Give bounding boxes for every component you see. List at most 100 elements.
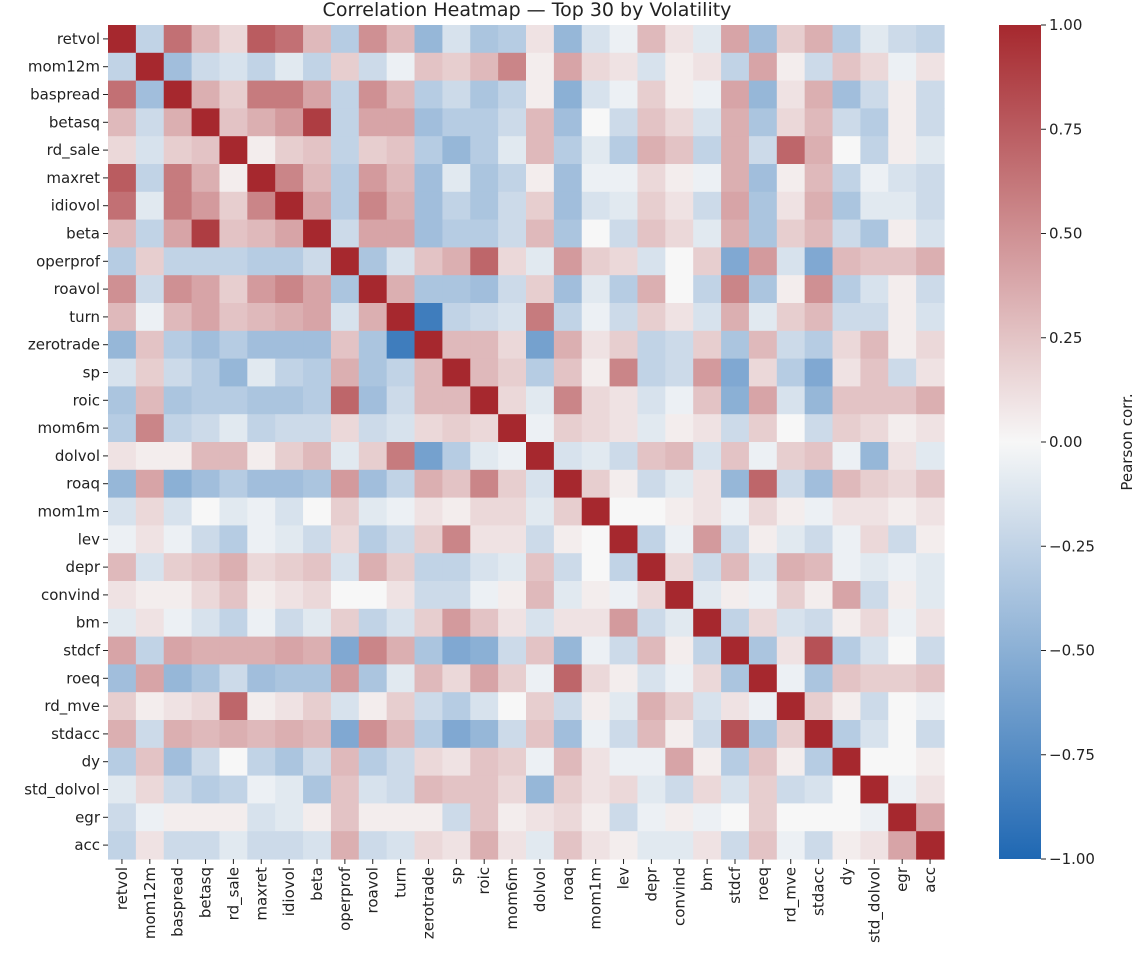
heatmap-cell-mom6m-rd_mve	[776, 414, 806, 443]
heatmap-cell-retvol-convind	[665, 25, 694, 54]
heatmap-cell-roaq-retvol	[108, 469, 137, 499]
heatmap-cell-roavol-maxret	[247, 275, 276, 304]
heatmap-cell-acc-convind	[665, 831, 694, 860]
heatmap-cell-egr-operprof	[330, 803, 360, 832]
heatmap-cell-rd_mve-dolvol	[526, 692, 555, 721]
heatmap-cell-roeq-convind	[665, 664, 694, 693]
heatmap-cell-dy-mom1m	[581, 747, 611, 777]
heatmap-cell-roeq-dy	[832, 664, 861, 693]
heatmap-cell-operprof-roic	[470, 247, 499, 276]
heatmap-cell-baspread-zerotrade	[414, 80, 443, 109]
heatmap-cell-roavol-mom6m	[498, 275, 527, 304]
heatmap-cell-sp-retvol	[108, 358, 137, 387]
heatmap-cell-dolvol-dy	[832, 442, 861, 471]
heatmap-cell-depr-beta	[303, 553, 332, 582]
heatmap-cell-acc-operprof	[330, 831, 360, 860]
heatmap-cell-bm-beta	[303, 608, 332, 638]
heatmap-cell-dy-stdcf	[721, 747, 750, 777]
heatmap-cell-sp-dy	[832, 358, 861, 387]
heatmap-cell-acc-roavol	[358, 831, 388, 860]
heatmap-cell-idiovol-maxret	[247, 191, 276, 221]
x-tick-label-roic: roic	[475, 867, 493, 894]
heatmap-cell-bm-zerotrade	[414, 608, 443, 638]
heatmap-cell-std_dolvol-bm	[693, 775, 722, 804]
heatmap-cell-lev-rd_sale	[219, 525, 248, 554]
heatmap-cell-baspread-retvol	[108, 80, 137, 109]
heatmap-cell-rd_mve-operprof	[330, 692, 360, 721]
heatmap-cell-egr-betasq	[191, 803, 221, 832]
heatmap-cell-dy-roavol	[358, 747, 388, 777]
colorbar-tick-label: −0.75	[1049, 746, 1095, 764]
heatmap-cell-convind-idiovol	[275, 581, 304, 610]
heatmap-cell-betasq-rd_mve	[776, 108, 806, 137]
heatmap-cell-maxret-beta	[303, 164, 332, 193]
heatmap-cell-retvol-maxret	[247, 25, 276, 54]
heatmap-cell-convind-convind	[665, 581, 694, 610]
heatmap-cell-retvol-egr	[888, 25, 917, 54]
heatmap-cell-stdcf-egr	[888, 636, 917, 665]
heatmap-cell-roeq-roic	[470, 664, 499, 693]
heatmap-cell-stdacc-bm	[693, 720, 722, 749]
heatmap-cell-egr-mom1m	[581, 803, 611, 832]
colorbar-tick-label: 1.00	[1049, 16, 1082, 34]
heatmap-cell-rd_sale-egr	[888, 136, 917, 165]
heatmap-cell-sp-convind	[665, 358, 694, 387]
heatmap-cell-stdacc-depr	[637, 720, 666, 749]
heatmap-cell-convind-mom6m	[498, 581, 527, 610]
heatmap-cell-depr-depr	[637, 553, 666, 582]
heatmap-cell-dolvol-stdacc	[804, 442, 834, 471]
heatmap-cell-mom12m-roavol	[358, 52, 388, 82]
heatmap-cell-dy-mom12m	[135, 747, 165, 777]
heatmap-cell-dy-betasq	[191, 747, 221, 777]
heatmap-cell-baspread-idiovol	[275, 80, 304, 109]
heatmap-cell-rd_mve-retvol	[108, 692, 137, 721]
heatmap-cell-roavol-dy	[832, 275, 861, 304]
heatmap-cell-roavol-roaq	[553, 275, 583, 304]
heatmap-cell-baspread-rd_mve	[776, 80, 806, 109]
heatmap-cell-std_dolvol-baspread	[163, 775, 193, 804]
heatmap-cell-bm-roeq	[748, 608, 778, 638]
heatmap-cell-mom1m-turn	[386, 497, 416, 526]
heatmap-cell-lev-stdacc	[804, 525, 834, 554]
heatmap-cell-roavol-stdcf	[721, 275, 750, 304]
x-tick-label-roavol: roavol	[364, 867, 382, 913]
heatmap-cell-convind-mom12m	[135, 581, 165, 610]
heatmap-cell-mom1m-dy	[832, 497, 861, 526]
heatmap-cell-turn-stdcf	[721, 303, 750, 332]
heatmap-cell-convind-roic	[470, 581, 499, 610]
heatmap-cell-maxret-lev	[609, 164, 639, 193]
heatmap-cell-idiovol-roic	[470, 191, 499, 221]
heatmap-cell-roaq-maxret	[247, 469, 276, 499]
heatmap-cell-mom12m-retvol	[108, 52, 137, 82]
heatmap-cell-bm-roaq	[553, 608, 583, 638]
heatmap-cell-rd_sale-zerotrade	[414, 136, 443, 165]
heatmap-cell-depr-zerotrade	[414, 553, 443, 582]
heatmap-cell-lev-dolvol	[526, 525, 555, 554]
heatmap-cell-roavol-betasq	[191, 275, 221, 304]
heatmap-cell-depr-idiovol	[275, 553, 304, 582]
heatmap-cell-depr-turn	[386, 553, 416, 582]
heatmap-cell-beta-roeq	[748, 219, 778, 248]
heatmap-cell-roaq-mom1m	[581, 469, 611, 499]
heatmap-cell-convind-roaq	[553, 581, 583, 610]
heatmap-cell-idiovol-acc	[916, 191, 945, 221]
heatmap-cell-depr-roavol	[358, 553, 388, 582]
heatmap-cell-beta-turn	[386, 219, 416, 248]
heatmap-cell-zerotrade-dolvol	[526, 330, 555, 360]
heatmap-cell-acc-idiovol	[275, 831, 304, 860]
heatmap-cell-egr-baspread	[163, 803, 193, 832]
heatmap-cell-rd_sale-dy	[832, 136, 861, 165]
heatmap-cell-roeq-roeq	[748, 664, 778, 693]
heatmap-cell-zerotrade-convind	[665, 330, 694, 360]
heatmap-cell-std_dolvol-sp	[442, 775, 471, 804]
heatmap-cell-maxret-stdacc	[804, 164, 834, 193]
heatmap-cell-std_dolvol-mom1m	[581, 775, 611, 804]
heatmap-cell-roeq-egr	[888, 664, 917, 693]
heatmap-cell-beta-maxret	[247, 219, 276, 248]
heatmap-cell-convind-mom1m	[581, 581, 611, 610]
heatmap-cell-zerotrade-std_dolvol	[860, 330, 889, 360]
heatmap-cell-zerotrade-maxret	[247, 330, 276, 360]
heatmap-cell-mom1m-beta	[303, 497, 332, 526]
heatmap-cell-turn-turn	[386, 303, 416, 332]
y-tick-label-operprof: operprof	[36, 252, 101, 270]
